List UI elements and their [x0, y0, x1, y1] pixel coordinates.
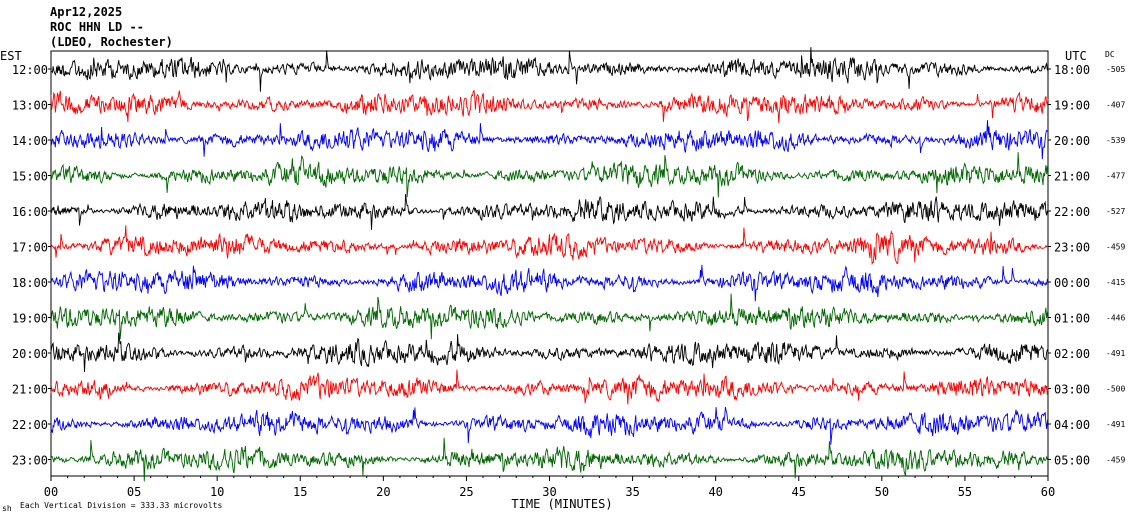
x-tick-label: 10: [210, 485, 224, 499]
trace-line: [50, 406, 1049, 445]
row-label-group: 12:00 18:00 -505 13:00 19:00 -407 14:00 20:00 -5…: [12, 63, 1126, 468]
utc-time-label: 03:00: [1054, 383, 1090, 397]
utc-time-label: 01:00: [1054, 312, 1090, 326]
trace-line: [50, 293, 1049, 340]
dc-offset-label: -491: [1106, 349, 1125, 358]
dc-offset-label: -491: [1106, 420, 1125, 429]
dc-offset-label: -527: [1106, 207, 1125, 216]
est-time-label: 23:00: [12, 454, 48, 468]
x-tick-label: 45: [792, 485, 806, 499]
utc-time-label: 20:00: [1054, 134, 1090, 148]
trace-group: [50, 47, 1049, 482]
trace-line: [50, 89, 1049, 124]
est-time-label: 12:00: [12, 63, 48, 77]
dc-offset-label: -415: [1106, 278, 1125, 287]
est-time-label: 16:00: [12, 205, 48, 219]
utc-time-label: 05:00: [1054, 454, 1090, 468]
plot-frame: [50, 50, 1049, 477]
est-time-label: 17:00: [12, 241, 48, 255]
network-label: (LDEO, Rochester): [50, 35, 173, 49]
utc-time-label: 22:00: [1054, 205, 1090, 219]
scale-note: Each Vertical Division = 333.33 microvol…: [20, 501, 222, 510]
est-time-label: 22:00: [12, 418, 48, 432]
dc-offset-label: -459: [1106, 243, 1125, 252]
x-tick-label: 35: [625, 485, 639, 499]
est-time-label: 15:00: [12, 170, 48, 184]
x-tick-label: 40: [708, 485, 722, 499]
est-time-label: 14:00: [12, 134, 48, 148]
utc-time-label: 19:00: [1054, 99, 1090, 113]
est-time-label: 21:00: [12, 383, 48, 397]
utc-axis-label: UTC: [1065, 49, 1087, 63]
dc-offset-label: -539: [1106, 136, 1125, 145]
x-tick-label: 30: [542, 485, 556, 499]
dc-offset-label: -459: [1106, 456, 1125, 465]
utc-time-label: 04:00: [1054, 418, 1090, 432]
x-axis: 00 05 10 15 20 25 30 35 40 45 50 55 60: [44, 476, 1055, 499]
est-axis-label: EST: [0, 49, 22, 63]
trace-line: [50, 152, 1049, 198]
x-tick-label: 05: [127, 485, 141, 499]
trace-line: [50, 264, 1049, 302]
x-tick-label: 25: [459, 485, 473, 499]
trace-line: [50, 437, 1049, 482]
trace-line: [50, 369, 1049, 405]
x-tick-label: 20: [376, 485, 390, 499]
est-time-label: 19:00: [12, 312, 48, 326]
dc-offset-label: -477: [1106, 172, 1125, 181]
station-label: ROC HHN LD --: [50, 20, 144, 34]
x-axis-title: TIME (MINUTES): [511, 497, 612, 511]
trace-line: [50, 332, 1049, 372]
dc-offset-label: -407: [1106, 101, 1125, 110]
dc-offset-label: -500: [1106, 385, 1125, 394]
est-time-label: 13:00: [12, 99, 48, 113]
dc-offset-label: -446: [1106, 314, 1125, 323]
est-time-label: 18:00: [12, 276, 48, 290]
utc-time-label: 02:00: [1054, 347, 1090, 361]
utc-time-label: 00:00: [1054, 276, 1090, 290]
utc-time-label: 23:00: [1054, 241, 1090, 255]
trace-line: [50, 193, 1049, 230]
corner-mark: sh: [2, 504, 12, 513]
est-time-label: 20:00: [12, 347, 48, 361]
trace-line: [50, 225, 1049, 266]
utc-time-label: 18:00: [1054, 63, 1090, 77]
trace-line: [50, 120, 1048, 160]
x-tick-label: 55: [958, 485, 972, 499]
x-tick-label: 60: [1041, 485, 1055, 499]
date-label: Apr12,2025: [50, 5, 122, 19]
x-tick-label: 50: [875, 485, 889, 499]
x-tick-label: 00: [44, 485, 58, 499]
trace-line: [50, 47, 1049, 92]
dc-axis-label: DC: [1105, 50, 1115, 59]
utc-time-label: 21:00: [1054, 170, 1090, 184]
dc-offset-label: -505: [1106, 65, 1125, 74]
x-tick-label: 15: [293, 485, 307, 499]
